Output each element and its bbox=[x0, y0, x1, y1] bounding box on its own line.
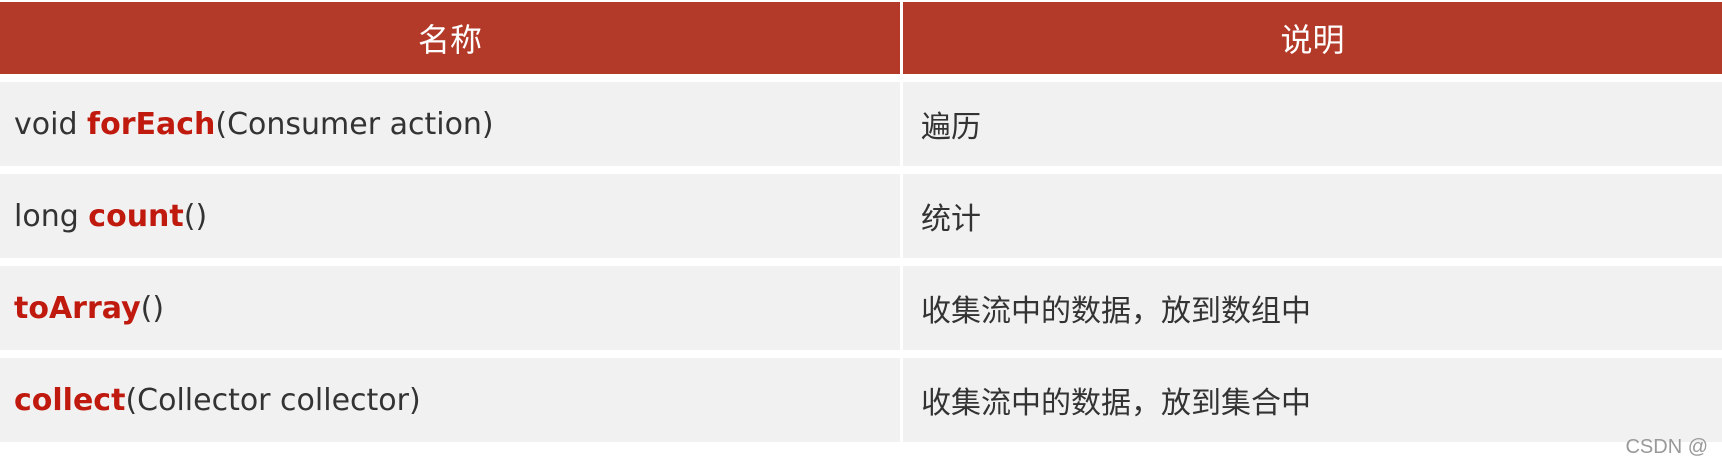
method-name: forEach bbox=[87, 106, 216, 142]
table-header: 名称 说明 bbox=[0, 2, 1722, 74]
method-signature: collect (Collector collector) bbox=[0, 358, 903, 442]
return-type: void bbox=[14, 106, 88, 142]
table-row: collect (Collector collector) 收集流中的数据，放到集… bbox=[0, 358, 1722, 442]
table-row: toArray() 收集流中的数据，放到数组中 bbox=[0, 266, 1722, 350]
header-name: 名称 bbox=[0, 2, 903, 74]
params: (Collector collector) bbox=[125, 382, 421, 418]
method-name: count bbox=[88, 198, 184, 234]
params: () bbox=[140, 290, 165, 326]
table-row: long count() 统计 bbox=[0, 174, 1722, 258]
method-name: toArray bbox=[14, 290, 141, 326]
method-description: 遍历 bbox=[921, 110, 981, 145]
params: (Consumer action) bbox=[215, 106, 494, 142]
method-description: 统计 bbox=[921, 202, 981, 237]
method-signature: toArray() bbox=[0, 266, 903, 350]
method-description: 收集流中的数据，放到集合中 bbox=[921, 386, 1311, 421]
method-signature: void forEach (Consumer action) bbox=[0, 82, 903, 166]
watermark: CSDN @ bbox=[1625, 436, 1708, 458]
method-description: 收集流中的数据，放到数组中 bbox=[921, 294, 1311, 329]
header-description: 说明 bbox=[1280, 21, 1345, 59]
params: () bbox=[183, 198, 208, 234]
method-signature: long count() bbox=[0, 174, 903, 258]
method-name: collect bbox=[14, 382, 126, 418]
stream-methods-table: 名称 说明 void forEach (Consumer action) 遍历 l… bbox=[0, 2, 1722, 442]
return-type: long bbox=[14, 198, 89, 234]
table-row: void forEach (Consumer action) 遍历 bbox=[0, 82, 1722, 166]
